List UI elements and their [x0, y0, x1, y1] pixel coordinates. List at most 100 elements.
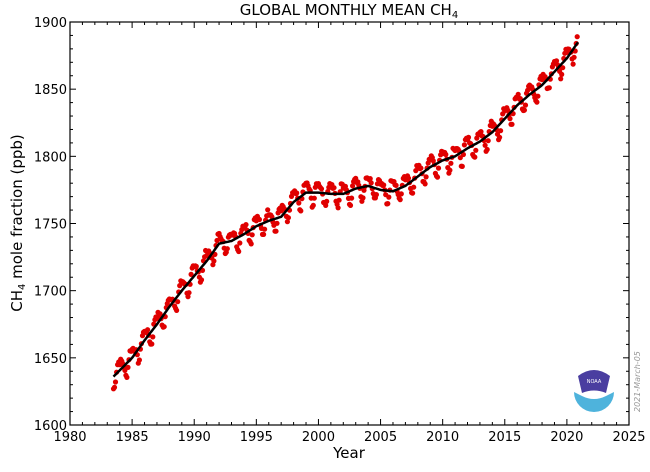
data-point — [373, 192, 379, 198]
data-point — [298, 208, 304, 214]
data-point — [434, 174, 441, 180]
data-point — [457, 155, 463, 161]
data-point — [498, 128, 504, 134]
data-point — [478, 129, 484, 135]
data-point — [350, 183, 356, 189]
data-point — [405, 175, 412, 181]
data-point — [410, 190, 416, 196]
data-point — [367, 176, 373, 182]
svg-text:NOAA: NOAA — [587, 379, 602, 385]
data-point — [485, 138, 491, 144]
data-point — [294, 190, 300, 196]
x-tick-label: 2015 — [488, 430, 521, 445]
y-tick-label: 1650 — [34, 352, 67, 367]
data-point — [423, 174, 429, 180]
data-point — [265, 207, 271, 213]
data-point — [397, 197, 403, 203]
data-point — [150, 334, 156, 340]
data-point — [422, 181, 428, 187]
chart-title: GLOBAL MONTHLY MEAN CH4 — [240, 1, 458, 21]
data-point — [349, 195, 355, 201]
data-point — [574, 34, 580, 40]
y-axis-label: CH4 mole fraction (ppb) — [8, 134, 28, 312]
data-point — [273, 228, 279, 234]
data-point — [198, 277, 205, 283]
data-point — [443, 151, 449, 158]
axis-ticks: 1980 1985 1990 1995 2000 2005 2010 2015 2020 2025… — [34, 16, 646, 445]
data-point — [284, 219, 290, 225]
data-point — [175, 299, 181, 305]
data-point — [559, 71, 565, 77]
data-point — [311, 195, 317, 201]
data-point — [188, 271, 194, 277]
data-point — [136, 357, 142, 363]
data-point — [473, 147, 479, 153]
data-point — [385, 201, 391, 207]
data-point — [310, 202, 316, 208]
data-point — [360, 195, 366, 201]
data-point — [347, 202, 354, 208]
data-point — [211, 258, 217, 264]
data-point — [161, 324, 167, 330]
data-point — [318, 186, 325, 192]
data-point — [236, 248, 242, 255]
data-point — [472, 154, 478, 160]
x-tick-label: 1995 — [240, 430, 273, 445]
x-tick-label: 1990 — [178, 430, 211, 445]
data-point — [386, 194, 392, 200]
data-point — [411, 184, 417, 190]
data-point — [335, 205, 341, 211]
data-point — [448, 160, 454, 166]
data-point — [174, 307, 180, 313]
data-point — [560, 65, 566, 71]
x-tick-label: 2020 — [550, 430, 583, 445]
plot-frame — [69, 21, 630, 426]
data-point — [361, 187, 367, 193]
data-point — [112, 379, 119, 385]
data-point — [224, 246, 230, 252]
data-point — [522, 102, 529, 108]
data-point — [482, 142, 488, 148]
data-point — [570, 61, 576, 67]
data-point — [418, 165, 424, 171]
y-tick-label: 1900 — [34, 16, 67, 31]
data-point — [331, 185, 337, 191]
x-tick-label: 2010 — [426, 430, 459, 445]
data-point — [185, 294, 191, 300]
data-point — [324, 198, 330, 204]
noaa-logo: NOAA — [574, 370, 614, 412]
data-point — [214, 237, 220, 244]
y-tick-label: 1750 — [34, 218, 67, 233]
data-point — [546, 85, 552, 91]
data-point — [393, 182, 399, 188]
data-point — [465, 134, 472, 140]
data-point — [149, 341, 155, 347]
data-point — [553, 58, 560, 64]
data-point — [497, 134, 503, 140]
data-point — [435, 165, 442, 171]
data-point — [509, 121, 515, 127]
data-point — [111, 384, 118, 390]
y-tick-label: 1850 — [34, 83, 67, 98]
x-axis-label: Year — [332, 444, 366, 462]
y-tick-label: 1600 — [34, 419, 67, 434]
data-point — [447, 167, 453, 173]
x-tick-label: 2005 — [364, 430, 397, 445]
data-point — [535, 93, 541, 99]
x-tick-label: 2025 — [612, 430, 645, 445]
x-tick-label: 1985 — [116, 430, 149, 445]
data-point — [237, 240, 243, 246]
data-point — [507, 116, 513, 122]
y-tick-label: 1700 — [34, 285, 67, 300]
data-point — [296, 200, 302, 206]
data-point — [256, 216, 262, 223]
data-point — [249, 232, 255, 238]
data-point — [125, 364, 131, 370]
data-point — [534, 99, 540, 105]
x-tick-label: 2000 — [302, 430, 335, 445]
data-point — [145, 327, 151, 333]
data-point — [274, 220, 280, 226]
data-point — [461, 142, 467, 148]
data-point — [285, 215, 291, 221]
